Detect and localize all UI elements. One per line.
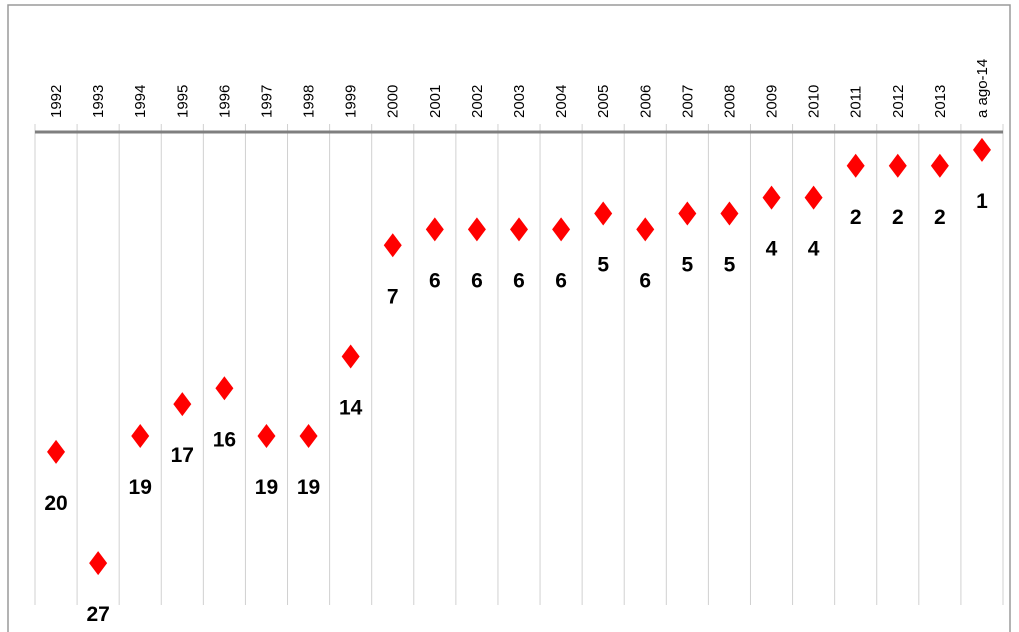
marker: [341, 344, 360, 369]
value-label: 5: [682, 253, 694, 276]
x-tick-label: 1996: [216, 85, 233, 118]
value-label: 4: [808, 238, 820, 261]
x-tick-label: 1999: [343, 85, 360, 118]
marker: [930, 153, 949, 178]
x-tick-label: 2004: [553, 85, 570, 118]
marker: [257, 423, 276, 448]
value-label: 6: [471, 269, 483, 292]
marker: [972, 137, 991, 162]
marker: [383, 233, 402, 258]
marker: [510, 217, 528, 242]
value-label: 27: [86, 603, 109, 626]
marker: [173, 392, 192, 417]
marker: [131, 423, 150, 448]
x-tick-label: 2010: [806, 85, 823, 118]
marker: [846, 153, 865, 178]
marker: [552, 217, 571, 242]
x-tick-label: 2002: [469, 85, 486, 118]
value-label: 6: [513, 269, 525, 292]
x-tick-label: 2001: [427, 85, 444, 118]
value-label: 2: [850, 206, 862, 229]
marker: [888, 153, 907, 178]
x-tick-label: 1995: [174, 85, 191, 118]
value-label: 6: [639, 269, 651, 292]
value-label: 4: [766, 238, 778, 261]
x-tick-label: 2000: [385, 85, 402, 118]
value-label: 7: [387, 285, 399, 308]
value-label: 5: [597, 253, 609, 276]
value-label: 5: [724, 253, 736, 276]
marker: [762, 185, 781, 210]
x-tick-label: 2006: [637, 85, 654, 118]
x-tick-label: 2011: [848, 86, 865, 118]
value-label: 2: [934, 206, 946, 229]
marker: [215, 376, 234, 401]
value-label: 14: [339, 397, 363, 420]
chart-frame: [7, 4, 1011, 632]
x-tick-label: 2009: [764, 85, 781, 118]
marker: [804, 185, 823, 210]
x-tick-label: 2012: [890, 85, 907, 118]
x-tick-label: 1992: [48, 85, 65, 118]
value-label: 17: [171, 444, 194, 467]
value-label: 1: [976, 190, 988, 213]
x-tick-label: 1997: [258, 85, 275, 118]
marker: [89, 551, 108, 576]
marker: [720, 201, 739, 226]
value-label: 16: [213, 428, 236, 451]
value-label: 20: [44, 492, 67, 515]
x-tick-label: 2013: [932, 85, 949, 118]
marker: [47, 439, 66, 464]
marker: [636, 217, 655, 242]
x-tick-label: 2007: [679, 85, 696, 118]
x-tick-label: 1998: [301, 85, 318, 118]
marker: [678, 201, 697, 226]
x-tick-label: 1994: [132, 85, 149, 118]
value-label: 19: [129, 476, 152, 499]
x-tick-label: 2005: [595, 85, 612, 118]
marker: [299, 423, 318, 448]
marker: [467, 217, 486, 242]
x-tick-label: 2003: [511, 85, 528, 118]
x-tick-label: 2008: [721, 85, 738, 118]
value-label: 6: [429, 269, 441, 292]
marker: [594, 201, 613, 226]
value-label: 6: [555, 269, 567, 292]
value-label: 19: [297, 476, 320, 499]
value-label: 2: [892, 206, 904, 229]
x-tick-label: 1993: [90, 85, 107, 118]
value-label: 19: [255, 476, 278, 499]
marker: [425, 217, 444, 242]
x-tick-label: a ago-14: [974, 59, 991, 118]
